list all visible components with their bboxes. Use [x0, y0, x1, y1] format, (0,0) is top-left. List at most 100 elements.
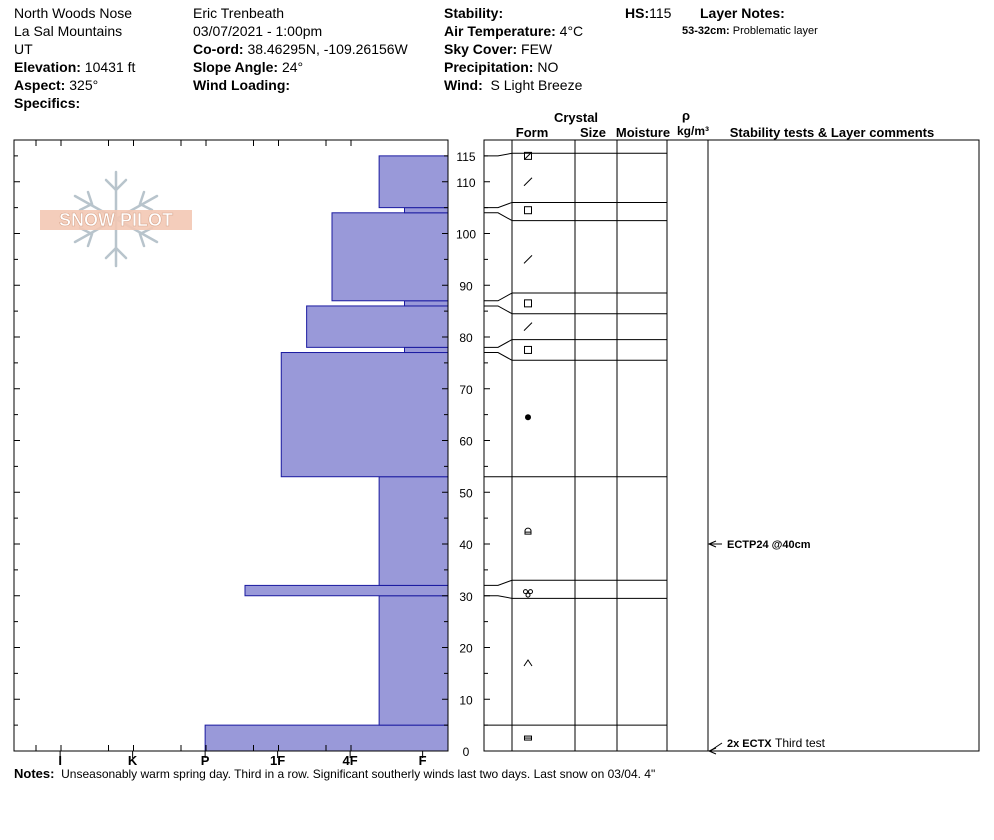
- sky-cover: Sky Cover: FEW: [444, 41, 553, 57]
- layer-connector: [484, 201, 513, 209]
- x-tick-label-4F: 4F: [343, 753, 358, 768]
- facet-square: [524, 151, 532, 160]
- specifics: Specifics:: [14, 95, 81, 111]
- y-tick-label-115: 115: [456, 150, 475, 164]
- coordinates: Co-ord: 38.46295N, -109.26156W: [193, 41, 408, 57]
- stability-tests: ECTP24 @40cm 2x ECTX Third test: [707, 539, 826, 755]
- layer-connector: [484, 352, 513, 361]
- x-tick-label-F: F: [419, 753, 427, 768]
- layer-connector: [484, 212, 513, 221]
- layer-connector: [484, 292, 513, 302]
- slope-angle: Slope Angle: 24°: [193, 59, 304, 75]
- test-comment-1: Third test: [775, 736, 826, 750]
- form-header: Form: [516, 125, 549, 140]
- hardness-bar-5: [404, 346, 449, 354]
- height-axis: 0 10 20 30 40 50 60 70 80 90 100 110 115: [14, 150, 490, 759]
- grain-symbol-depth-hoar: [523, 659, 533, 667]
- hardness-bars: [204, 155, 449, 752]
- hardness-bar-1: [378, 595, 449, 726]
- hardness-axis: I K P 1F 4F F: [35, 140, 427, 768]
- grain-symbol-clustered-rounds: [523, 589, 533, 598]
- header-col-1: North Woods Nose La Sal Mountains UT Ele…: [14, 4, 135, 112]
- x-tick-label-P: P: [201, 753, 210, 768]
- layer-note: 53-32cm: Problematic layer: [682, 25, 818, 37]
- grain-symbol-decomposing: [523, 255, 533, 264]
- hardness-bar-7: [404, 300, 449, 307]
- grain-form-symbols: [523, 151, 533, 741]
- precipitation: Precipitation: NO: [444, 59, 559, 75]
- facet-square: [524, 299, 532, 308]
- hardness-bar-2: [244, 584, 449, 597]
- test-label-0: ECTP24 @40cm: [727, 539, 811, 551]
- x-tick-label-1F: 1F: [270, 753, 285, 768]
- grain-symbol-crust: [524, 735, 532, 741]
- test-arrow-head: [707, 747, 717, 755]
- snow-height: HS:115: [625, 5, 672, 21]
- decomp-slash: [523, 177, 533, 187]
- grain-symbol-decomposing: [523, 177, 533, 187]
- state: UT: [14, 41, 33, 57]
- air-temperature: Air Temperature: 4°C: [444, 23, 584, 39]
- location-name: North Woods Nose: [14, 5, 133, 21]
- observer: Eric Trenbeath: [193, 5, 285, 21]
- header-col-3: Stability: Air Temperature: 4°C Sky Cove…: [444, 4, 583, 94]
- layer-connector: [484, 305, 513, 315]
- hardness-bar-8: [331, 212, 449, 302]
- date-time: 03/07/2021 - 1:00pm: [193, 23, 323, 39]
- grain-symbol-faceted-rounded: [524, 527, 532, 535]
- facet-square: [524, 345, 532, 354]
- grain-symbol-facet: [524, 345, 532, 354]
- mountain-range: La Sal Mountains: [14, 23, 123, 39]
- size-header: Size: [580, 125, 606, 140]
- grain-symbol-facet: [524, 206, 532, 215]
- cluster-b: [528, 589, 533, 595]
- grain-symbol-decomposing: [523, 322, 533, 332]
- logo-text: SNOW PILOT: [59, 210, 173, 230]
- test-arrow-head: [707, 540, 717, 548]
- rho-header: ρ: [682, 108, 690, 123]
- y-tick-label-40: 40: [459, 538, 473, 552]
- layer-boundaries: [484, 152, 667, 726]
- elevation: Elevation: 10431 ft: [14, 59, 136, 75]
- hardness-bar-6: [306, 305, 449, 348]
- crystal-header: Crystal: [554, 110, 598, 125]
- y-tick-label-50: 50: [459, 486, 473, 500]
- test-label-1: 2x ECTX: [727, 738, 772, 750]
- moisture-header: Moisture: [616, 125, 670, 140]
- wind-loading: Wind Loading:: [193, 77, 291, 93]
- stability-header: Stability tests & Layer comments: [730, 125, 934, 140]
- header-col-2: Eric Trenbeath 03/07/2021 - 1:00pm Co-or…: [193, 4, 408, 94]
- cluster-a: [523, 589, 528, 595]
- x-tick-label-I: I: [58, 753, 62, 768]
- y-tick-label-70: 70: [459, 383, 473, 397]
- stability: Stability:: [444, 5, 504, 21]
- y-tick-label-80: 80: [459, 331, 473, 345]
- y-tick-label-60: 60: [459, 435, 473, 449]
- facet-square: [524, 206, 532, 215]
- grain-symbol-facet: [524, 299, 532, 308]
- cluster-c: [525, 592, 531, 598]
- x-tick-label-K: K: [128, 753, 138, 768]
- layer-connector: [484, 595, 513, 599]
- decomp-slash: [523, 255, 533, 264]
- graupel-dot: [525, 414, 531, 421]
- grain-symbol-graupel: [525, 414, 531, 421]
- depth-hoar-chevron: [523, 659, 533, 667]
- y-tick-label-100: 100: [456, 228, 476, 242]
- y-tick-label-10: 10: [459, 693, 473, 707]
- y-tick-label-110: 110: [456, 176, 475, 190]
- y-tick-label-30: 30: [459, 590, 473, 604]
- y-tick-label-20: 20: [459, 642, 473, 656]
- hardness-bar-3: [378, 476, 449, 586]
- faceted-rounded-shape: [524, 527, 532, 535]
- facet-slash: [524, 152, 532, 160]
- grain-symbol-facet-rounding: [524, 151, 532, 160]
- decomp-slash: [523, 322, 533, 332]
- hardness-bar-0: [204, 724, 449, 752]
- density-header: kg/m³: [677, 124, 709, 138]
- hardness-bar-10: [378, 155, 449, 209]
- wind: Wind: S Light Breeze: [444, 77, 583, 93]
- layer-connector: [484, 152, 513, 157]
- y-tick-label-0: 0: [463, 745, 470, 759]
